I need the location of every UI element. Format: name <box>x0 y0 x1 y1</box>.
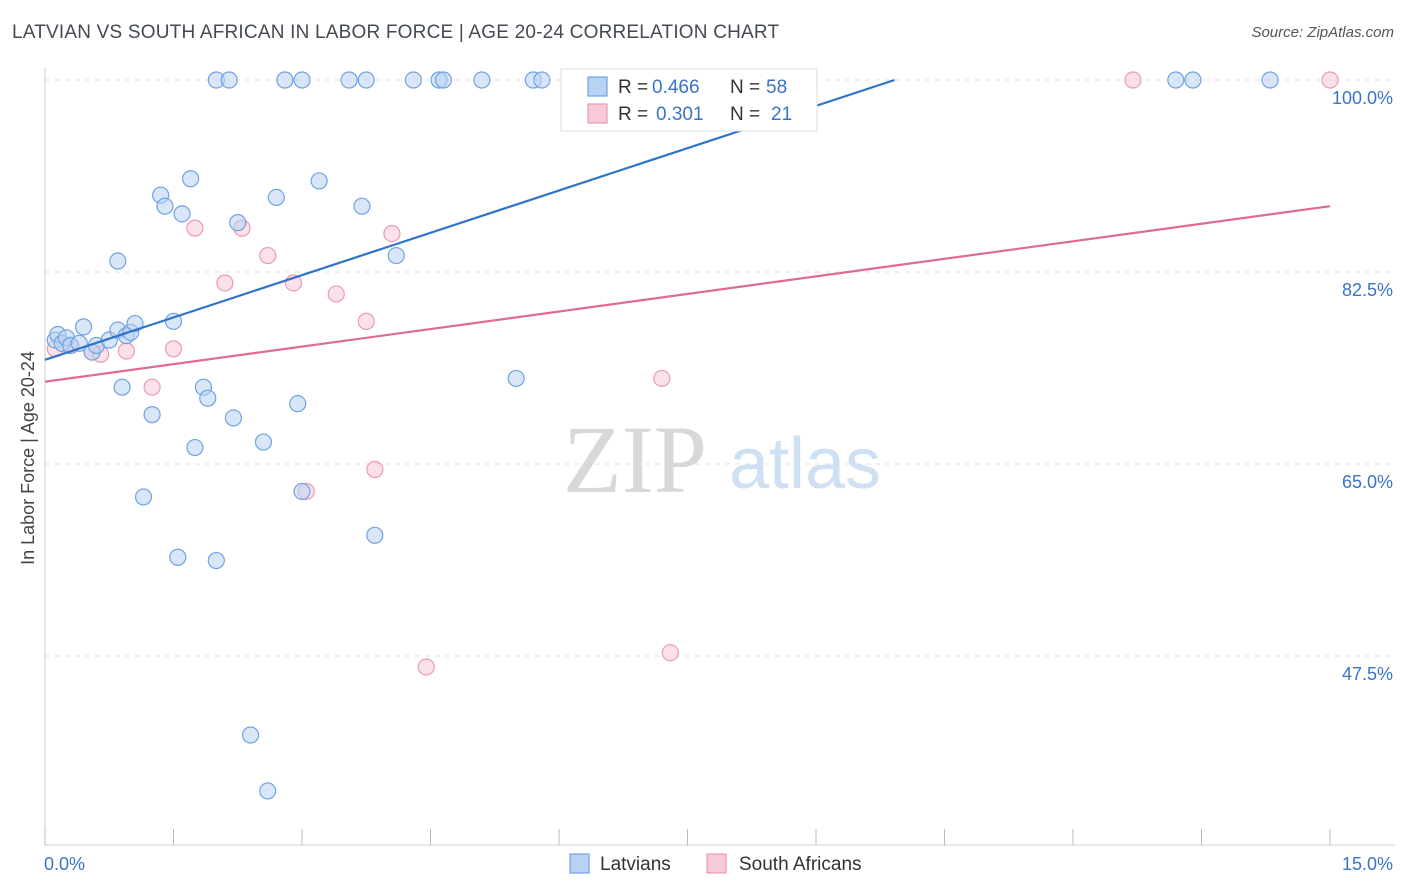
latvian-point <box>164 312 183 330</box>
latvian-point <box>224 409 243 427</box>
legend-n-label-1: N = <box>730 77 760 98</box>
axes <box>44 68 1395 846</box>
y-tick-label: 100.0% <box>1332 88 1393 108</box>
latvian-point <box>186 438 204 457</box>
source-label: Source: ZipAtlas.com <box>1251 24 1394 41</box>
x-tick-labels: 0.0% 15.0% <box>44 854 1393 874</box>
latvian-point <box>293 71 311 89</box>
south-african-point <box>327 285 345 303</box>
latvian-point <box>434 71 452 89</box>
latvian-point <box>220 71 238 89</box>
south-african-point <box>366 460 384 479</box>
south-african-trend-line <box>44 205 1331 383</box>
latvian-point <box>173 205 191 223</box>
latvian-point <box>387 246 405 265</box>
south-african-point <box>186 219 204 237</box>
latvian-point <box>242 726 260 744</box>
latvian-point <box>1184 71 1202 89</box>
legend-n-label-2: N = <box>730 104 760 125</box>
south-african-point <box>1124 71 1142 89</box>
y-tick-label: 82.5% <box>1342 280 1393 300</box>
latvian-point <box>276 71 294 89</box>
latvian-point <box>169 548 187 566</box>
y-tick-label: 47.5% <box>1342 664 1393 684</box>
latvian-point <box>353 197 371 215</box>
latvian-point <box>207 551 225 570</box>
latvian-point <box>366 526 384 544</box>
latvian-point <box>113 378 131 396</box>
latvian-point <box>289 395 307 413</box>
legend-swatch-south-africans <box>587 103 608 124</box>
legend-n-value-south-africans: 21 <box>771 104 792 125</box>
south-african-point <box>383 225 401 243</box>
legend-swatch-latvians-bottom <box>569 853 590 874</box>
latvian-point <box>134 488 153 506</box>
latvian-point <box>533 71 551 89</box>
legend-r-value-latvians: 0.466 <box>652 77 700 98</box>
latvian-points <box>46 71 1279 800</box>
legend-r-label-1: R = <box>618 77 648 98</box>
latvian-point <box>293 482 311 501</box>
latvian-point <box>1167 71 1185 89</box>
south-african-point <box>259 246 277 265</box>
legend-label-south-africans: South Africans <box>739 854 862 875</box>
grid-lines <box>45 79 1395 657</box>
legend-n-value-latvians: 58 <box>766 77 787 98</box>
y-axis-label: In Labor Force | Age 20-24 <box>18 351 38 565</box>
latvian-point <box>404 71 422 89</box>
south-african-point <box>653 369 671 388</box>
south-african-point <box>143 378 161 396</box>
latvian-point <box>254 433 273 451</box>
latvian-point <box>310 172 328 190</box>
latvian-point <box>229 214 247 232</box>
latvian-point <box>340 71 358 89</box>
south-african-points <box>46 71 1339 676</box>
south-african-point <box>216 274 234 292</box>
south-african-point <box>117 342 135 360</box>
legend-label-latvians: Latvians <box>600 854 671 875</box>
series-legend: Latvians South Africans <box>569 853 862 875</box>
latvian-point <box>473 71 491 89</box>
latvian-point <box>507 369 525 388</box>
x-tick-label-min: 0.0% <box>44 854 85 874</box>
legend-swatch-latvians <box>587 76 608 97</box>
latvian-point <box>156 197 174 215</box>
latvian-point <box>267 188 285 206</box>
south-african-point <box>1321 71 1339 89</box>
south-african-point <box>164 340 183 358</box>
south-african-point <box>357 312 375 330</box>
latvian-point <box>126 314 144 333</box>
watermark-zip: ZIP <box>563 406 707 513</box>
latvian-point <box>74 318 93 336</box>
chart-title: LATVIAN VS SOUTH AFRICAN IN LABOR FORCE … <box>12 22 780 43</box>
latvian-point <box>259 782 277 800</box>
legend-r-value-south-africans: 0.301 <box>656 104 704 125</box>
y-tick-labels: 100.0% 82.5% 65.0% 47.5% <box>1332 88 1393 684</box>
legend-r-label-2: R = <box>618 104 648 125</box>
watermark-atlas: atlas <box>729 424 881 504</box>
latvian-point <box>109 252 127 270</box>
stats-legend: R = 0.466 N = 58 R = 0.301 N = 21 <box>560 68 818 132</box>
latvian-point <box>357 71 375 89</box>
y-tick-label: 65.0% <box>1342 472 1393 492</box>
south-african-point <box>417 658 435 676</box>
latvian-point <box>1261 71 1279 89</box>
south-african-point <box>661 644 679 662</box>
x-tick-label-max: 15.0% <box>1342 854 1393 874</box>
latvian-point <box>182 170 200 188</box>
latvian-point <box>199 389 217 407</box>
legend-swatch-south-africans-bottom <box>706 853 727 874</box>
watermark: ZIP atlas <box>563 406 881 513</box>
latvian-point <box>143 406 161 424</box>
